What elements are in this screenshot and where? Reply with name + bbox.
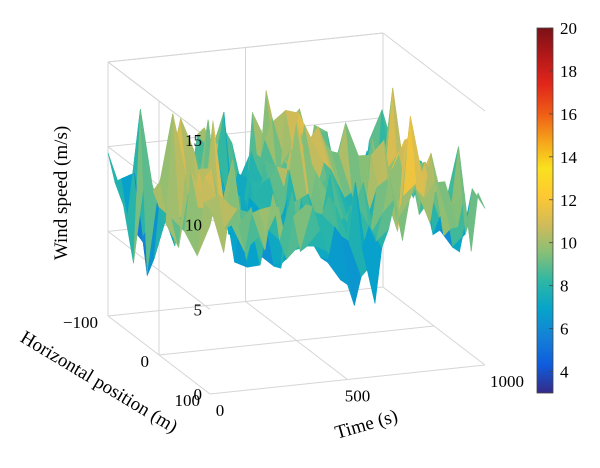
colorbar-tick-label: 18 xyxy=(560,62,577,81)
colorbar-tick-label: 14 xyxy=(560,148,578,167)
colorbar-gradient xyxy=(536,27,554,394)
y-tick-label: 0 xyxy=(141,352,150,371)
colorbar-tick-label: 16 xyxy=(560,105,577,124)
x-tick-label: 1000 xyxy=(490,372,524,391)
z-tick-label: 15 xyxy=(185,131,202,150)
colorbar-tick-label: 12 xyxy=(560,191,577,210)
x-tick-label: 0 xyxy=(216,401,225,420)
z-axis-label: Wind speed (m/s) xyxy=(51,126,72,260)
y-tick-label: 100 xyxy=(175,391,201,410)
colorbar-tick-label: 20 xyxy=(560,19,577,38)
frame-edge xyxy=(382,32,486,112)
x-axis-label: Time (s) xyxy=(333,406,401,444)
z-tick-label: 5 xyxy=(194,300,203,319)
z-tick-label: 0 xyxy=(194,385,203,404)
colorbar-tick-label: 6 xyxy=(560,320,569,339)
y-tick-label: −100 xyxy=(63,313,98,332)
colorbar: 4 6 8 10 12 14 16 18 20 xyxy=(536,19,578,394)
colorbar-tick-label: 10 xyxy=(560,234,577,253)
colorbar-tick-label: 8 xyxy=(560,277,569,296)
surface-patch xyxy=(465,187,486,234)
surface-plot xyxy=(107,87,486,306)
y-axis-label: Horizontal position (m) xyxy=(17,327,182,437)
colorbar-tick-label: 4 xyxy=(560,363,569,382)
gridline xyxy=(158,325,435,356)
z-tick-label: 10 xyxy=(185,216,202,235)
x-tick-label: 500 xyxy=(345,387,371,406)
